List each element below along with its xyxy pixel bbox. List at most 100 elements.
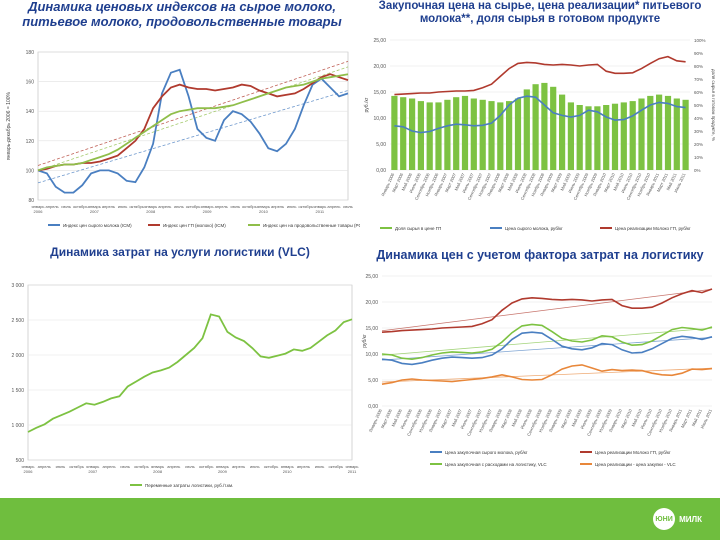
x-tick-label-year: 2008 bbox=[146, 209, 156, 214]
x-tick-label: апрель bbox=[158, 204, 171, 209]
y2-tick-label: 30% bbox=[694, 129, 703, 134]
x-tick-label: октябрь bbox=[69, 464, 84, 469]
bar bbox=[532, 84, 539, 170]
bar bbox=[409, 98, 416, 170]
series-line bbox=[27, 313, 353, 433]
bar bbox=[470, 98, 477, 170]
y-tick-label: 5,00 bbox=[376, 142, 386, 148]
y-tick-label: 1 500 bbox=[11, 388, 24, 394]
bar bbox=[506, 101, 513, 170]
trend-line bbox=[381, 367, 713, 383]
bar bbox=[594, 106, 601, 170]
series-line bbox=[381, 323, 713, 361]
bar bbox=[479, 99, 486, 170]
x-tick-label: июль bbox=[118, 204, 128, 209]
y-tick-label: 2 000 bbox=[11, 353, 24, 359]
legend-label: Переменные затраты логистики, руб./т.км. bbox=[145, 483, 233, 488]
y-axis-label: руб/кг bbox=[362, 334, 368, 348]
y-tick-label: 25,00 bbox=[365, 274, 378, 280]
trend-line bbox=[37, 66, 349, 171]
chart-title: Динамика затрат на услуги логистики (VLC… bbox=[50, 245, 310, 259]
x-tick-label: июль bbox=[174, 204, 184, 209]
bar bbox=[559, 94, 566, 170]
x-tick-label: июль bbox=[343, 204, 353, 209]
bar bbox=[673, 98, 680, 170]
x-tick-label-year: 2011 bbox=[316, 209, 325, 214]
series-line bbox=[394, 55, 686, 96]
legend-label: Цена реализации Молоко ГП, руб/кг bbox=[595, 450, 671, 455]
x-tick-label: апрель bbox=[297, 464, 310, 469]
x-tick-label: январь bbox=[32, 204, 45, 209]
x-tick-label: январь bbox=[346, 464, 359, 469]
bar bbox=[656, 94, 663, 170]
x-tick-label: апрель bbox=[167, 464, 180, 469]
y-tick-label: 100 bbox=[26, 168, 35, 174]
x-tick-label: октябрь bbox=[134, 464, 149, 469]
x-tick-label: октябрь bbox=[199, 464, 214, 469]
y-tick-label: 500 bbox=[16, 458, 25, 464]
bar bbox=[567, 102, 574, 170]
x-tick-label: июль bbox=[56, 464, 66, 469]
y2-tick-label: 20% bbox=[694, 142, 703, 147]
y-tick-label: 80 bbox=[28, 198, 34, 204]
y2-tick-label: 10% bbox=[694, 155, 703, 160]
x-tick-label: Январь 2006 bbox=[368, 408, 383, 433]
x-tick-label: октябрь bbox=[328, 464, 343, 469]
y-tick-label: 1 000 bbox=[11, 423, 24, 429]
chart-raw-milk-share: Закупочная цена на сырье, цена реализаци… bbox=[360, 0, 720, 240]
x-tick-label: октябрь bbox=[129, 204, 144, 209]
x-tick-label: апрель bbox=[102, 204, 115, 209]
bar bbox=[453, 97, 460, 170]
x-tick-label: январь bbox=[281, 464, 294, 469]
y-tick-label: 120 bbox=[26, 139, 35, 145]
y2-tick-label: 50% bbox=[694, 103, 703, 108]
company-logo: ЮНИ МИЛК bbox=[653, 508, 702, 530]
x-tick-label-year: 2009 bbox=[218, 469, 228, 474]
y-tick-label: 180 bbox=[26, 50, 35, 56]
y-tick-label: 15,00 bbox=[365, 326, 378, 332]
x-tick-label: январь bbox=[88, 204, 101, 209]
x-tick-label: январь bbox=[22, 464, 35, 469]
y-tick-label: 160 bbox=[26, 80, 35, 86]
x-tick-label: июль bbox=[315, 464, 325, 469]
y2-tick-label: 0% bbox=[694, 168, 701, 173]
y-tick-label: 10,00 bbox=[365, 352, 378, 358]
bar bbox=[576, 105, 583, 170]
series-line bbox=[381, 364, 713, 385]
bar bbox=[603, 105, 610, 170]
legend-label: Индекс цен сырого молока (ICM) bbox=[63, 223, 132, 228]
y2-tick-label: 70% bbox=[694, 77, 703, 82]
bar bbox=[682, 99, 689, 170]
bar bbox=[585, 106, 592, 170]
trend-line bbox=[37, 60, 349, 166]
bar bbox=[611, 103, 619, 170]
trend-line bbox=[381, 288, 713, 332]
bar bbox=[550, 86, 557, 170]
y-tick-label: 10,00 bbox=[373, 116, 386, 122]
plot-area bbox=[27, 284, 353, 461]
x-tick-label: октябрь bbox=[264, 464, 279, 469]
bar bbox=[497, 102, 504, 170]
trend-line bbox=[381, 337, 713, 361]
y2-tick-label: 80% bbox=[694, 64, 703, 69]
x-tick-label: июль bbox=[287, 204, 297, 209]
bar bbox=[629, 101, 636, 170]
x-tick-label-year: 2009 bbox=[203, 209, 213, 214]
x-tick-label: январь bbox=[216, 464, 229, 469]
x-tick-label: октябрь bbox=[73, 204, 88, 209]
bar bbox=[426, 102, 433, 170]
bar bbox=[647, 95, 654, 170]
x-tick-label: январь bbox=[151, 464, 164, 469]
bar bbox=[391, 95, 398, 170]
x-tick-label: июль bbox=[61, 204, 71, 209]
x-tick-label: июль bbox=[250, 464, 260, 469]
x-tick-label: январь bbox=[313, 204, 326, 209]
x-tick-label-year: 2011 bbox=[348, 469, 357, 474]
x-tick-label: апрель bbox=[102, 464, 115, 469]
x-tick-label-year: 2006 bbox=[24, 469, 34, 474]
series-line bbox=[37, 68, 349, 194]
chart-price-indices: Динамика ценовых индексов на сырое молок… bbox=[0, 0, 360, 240]
y-tick-label: 0,00 bbox=[376, 168, 386, 174]
x-tick-label-year: 2007 bbox=[90, 209, 100, 214]
